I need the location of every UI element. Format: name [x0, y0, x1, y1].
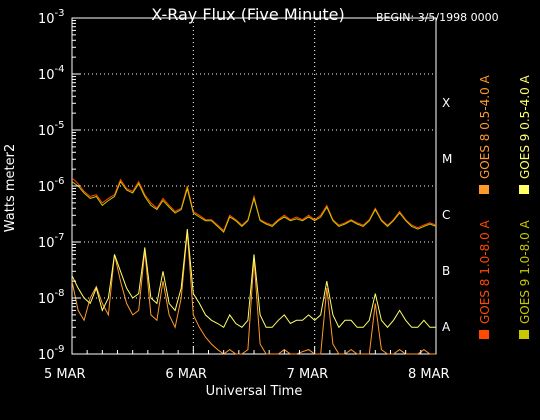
legend-label: GOES 9 0.5-4.0 A	[518, 74, 532, 179]
x-axis-ticks: 5 MAR 6 MAR 7 MAR 8 MAR	[44, 346, 450, 382]
x-tick-label: 6 MAR	[165, 367, 207, 382]
legend-label: GOES 9 1.0-8.0 A	[518, 219, 532, 324]
series-line	[71, 177, 437, 232]
legend-swatch	[479, 185, 489, 194]
flare-class-label: A	[442, 320, 451, 334]
y-axis-label: Watts meter2	[3, 144, 18, 232]
flare-class-labels: A B C M X	[442, 96, 452, 334]
x-tick-label: 8 MAR	[408, 367, 450, 382]
y-tick-label: 10-9	[38, 344, 65, 363]
y-tick-label: 10-5	[38, 120, 65, 139]
legend-swatch	[479, 330, 489, 339]
x-tick-label: 7 MAR	[287, 367, 329, 382]
flare-class-label: B	[442, 264, 450, 278]
y-axis-ticks: 10-9 10-8 10-7 10-6 10-5 10-4 10-3	[38, 8, 80, 363]
series-group	[71, 177, 437, 355]
series-line	[71, 180, 437, 233]
x-axis-label: Universal Time	[206, 384, 303, 399]
y-tick-label: 10-6	[38, 176, 65, 195]
legend: GOES 8 1.0-8.0 A GOES 9 1.0-8.0 A GOES 8 0…	[478, 74, 532, 339]
flare-class-label: M	[442, 152, 452, 166]
series-line	[71, 232, 436, 355]
flare-class-label: C	[442, 208, 450, 222]
x-tick-label: 5 MAR	[44, 367, 86, 382]
flare-class-label: X	[442, 96, 450, 110]
chart-title: X-Ray Flux (Five Minute)	[151, 5, 344, 24]
legend-label: GOES 8 1.0-8.0 A	[478, 219, 492, 324]
series-line	[71, 229, 436, 329]
y-tick-label: 10-3	[38, 8, 65, 27]
legend-swatch	[519, 330, 529, 339]
legend-swatch	[519, 185, 529, 194]
y-tick-label: 10-7	[38, 232, 65, 251]
legend-label: GOES 8 0.5-4.0 A	[478, 74, 492, 179]
y-tick-label: 10-4	[38, 64, 65, 83]
y-tick-label: 10-8	[38, 288, 65, 307]
begin-label: BEGIN: 3/5/1998 0000	[376, 11, 499, 24]
